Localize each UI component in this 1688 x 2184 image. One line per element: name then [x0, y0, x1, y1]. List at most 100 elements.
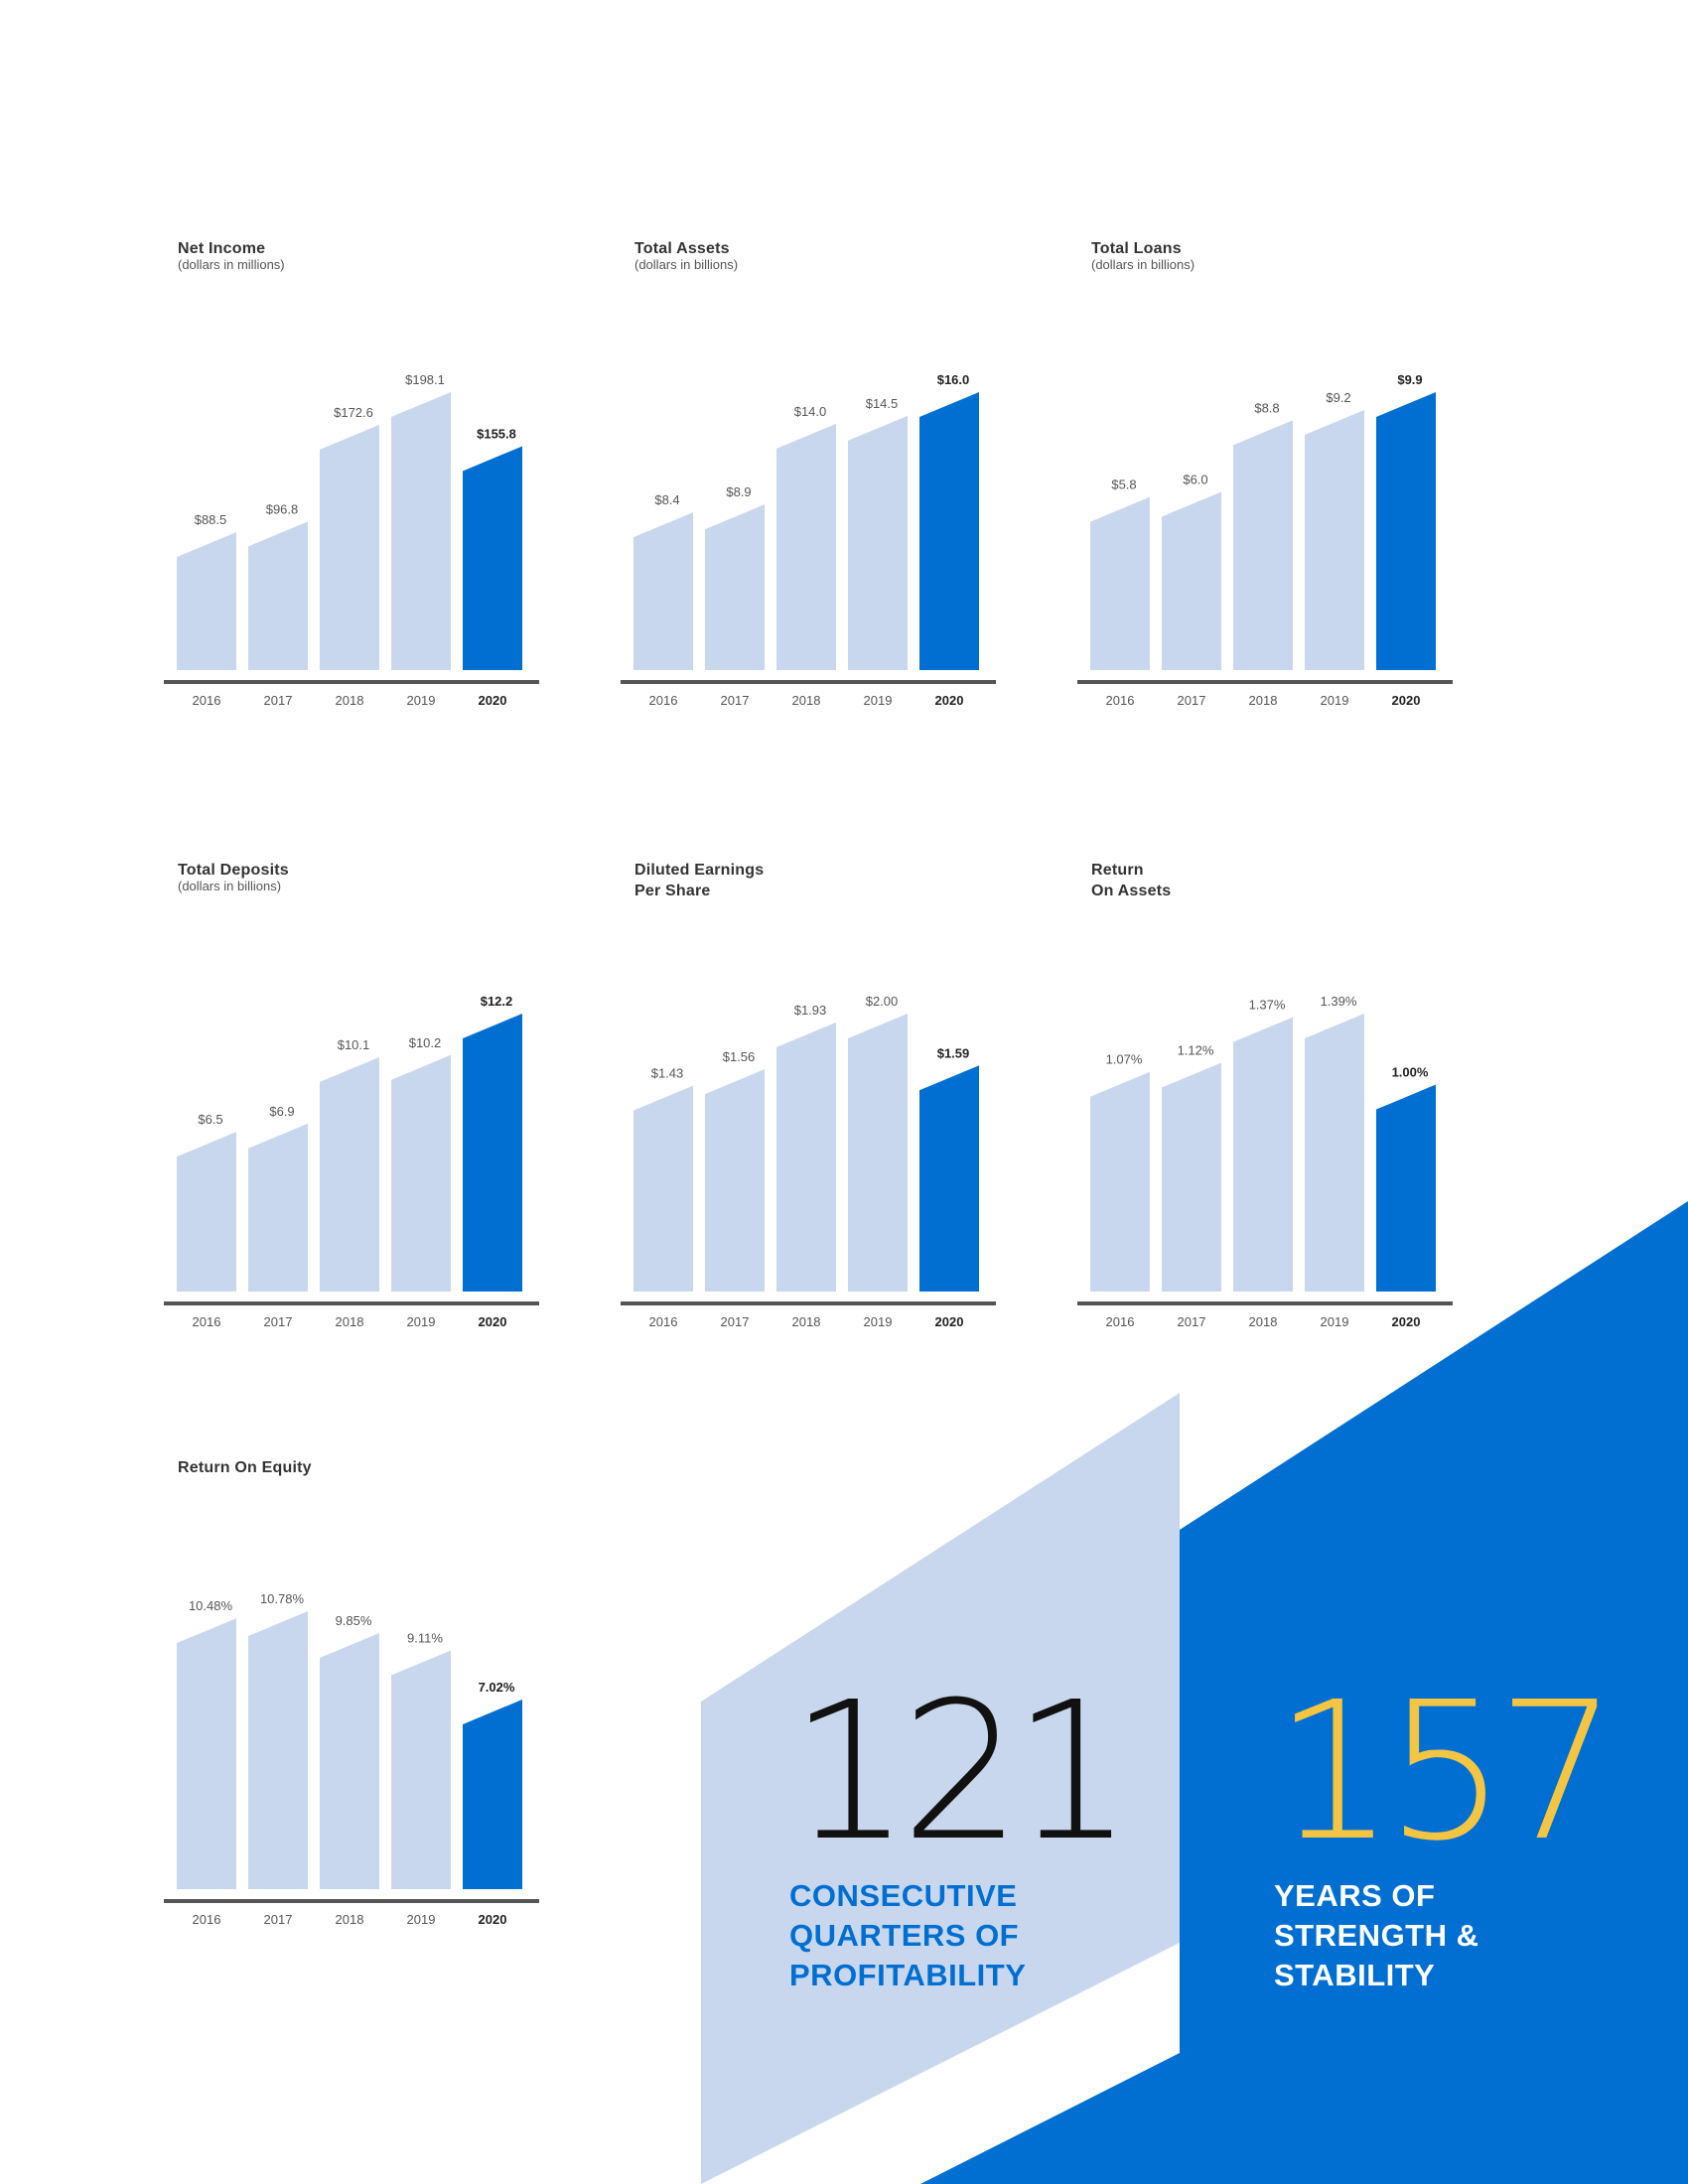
- chart-plot: $6.5 2016 $6.9 2017 $10.1 2018 $10.2 2019 $12.2 2…: [164, 994, 539, 1329]
- tick-label-2019: 2019: [1321, 693, 1349, 708]
- bar-2017: [248, 1123, 308, 1292]
- data-label-2018: $172.6: [334, 405, 373, 420]
- data-label-2016: 10.48%: [189, 1598, 233, 1613]
- bar-2018: [320, 424, 379, 670]
- tick-label-2019: 2019: [407, 1314, 436, 1329]
- data-label-2018: $8.8: [1254, 400, 1279, 415]
- chart-title: Total Assets: [634, 240, 730, 257]
- data-label-2019: $9.2: [1326, 390, 1350, 405]
- bar-2020: [919, 1065, 979, 1292]
- tick-label-2017: 2017: [1178, 693, 1206, 708]
- light-blue-band: [701, 1393, 1180, 2184]
- chart-title: Total Deposits: [178, 862, 289, 879]
- bar-2017: [1162, 491, 1221, 670]
- chart-subtitle: (dollars in billions): [1091, 257, 1196, 272]
- data-label-2019: $10.2: [409, 1035, 442, 1050]
- tick-label-2020: 2020: [935, 1314, 964, 1329]
- chart-plot: $5.8 2016 $6.0 2017 $8.8 2018 $9.2 2019 $9.9 2020: [1077, 372, 1453, 708]
- tick-label-2016: 2016: [193, 693, 221, 708]
- chart-title: Return On Equity: [178, 1459, 312, 1476]
- data-label-2019: $198.1: [405, 372, 445, 387]
- tick-label-2020: 2020: [479, 693, 507, 708]
- tick-label-2017: 2017: [264, 1912, 293, 1927]
- data-label-2016: $88.5: [195, 512, 227, 527]
- data-label-2017: $1.56: [723, 1049, 756, 1064]
- data-label-2017: $6.9: [269, 1104, 294, 1119]
- chart-return-on-assets: Return On Assets 1.07% 2016 1.12% 2017 1.37%…: [1077, 860, 1475, 1416]
- tick-label-2018: 2018: [1249, 693, 1278, 708]
- tick-label-2020: 2020: [479, 1314, 507, 1329]
- tick-label-2019: 2019: [407, 693, 436, 708]
- chart-total-loans: Total Loans (dollars in billions) $5.8 20…: [1077, 238, 1475, 794]
- bar-2017: [248, 1611, 308, 1889]
- bar-2018: [320, 1632, 379, 1889]
- bar-2019: [848, 1014, 908, 1292]
- bar-2017: [248, 521, 308, 670]
- bar-2016: [1090, 1071, 1150, 1292]
- data-label-2020: 7.02%: [479, 1680, 515, 1695]
- chart-return-on-equity: Return On Equity 10.48% 2016 10.78% 2017 9.8…: [164, 1457, 561, 2013]
- tick-label-2016: 2016: [649, 693, 678, 708]
- chart-diluted-eps: Diluted Earnings Per Share $1.43 2016 $1.5…: [621, 860, 1018, 1416]
- tick-label-2018: 2018: [1249, 1314, 1278, 1329]
- bar-2018: [1233, 420, 1293, 670]
- data-label-2017: $8.9: [726, 484, 751, 499]
- data-label-2020: $1.59: [937, 1045, 970, 1060]
- data-label-2019: 9.11%: [407, 1631, 443, 1646]
- tick-label-2019: 2019: [407, 1912, 436, 1927]
- bar-2016: [177, 1618, 236, 1889]
- chart-plot: 1.07% 2016 1.12% 2017 1.37% 2018 1.39% 2019 1.00…: [1077, 994, 1453, 1329]
- tick-label-2017: 2017: [721, 693, 750, 708]
- data-label-2017: $96.8: [266, 501, 299, 516]
- bar-2019: [1305, 1014, 1364, 1292]
- tick-label-2017: 2017: [264, 693, 293, 708]
- bar-2020: [919, 392, 979, 670]
- data-label-2016: $6.5: [198, 1112, 222, 1127]
- chart-title: Total Loans: [1091, 240, 1182, 257]
- tick-label-2017: 2017: [264, 1314, 293, 1329]
- stat-number: 121: [789, 1662, 1133, 1883]
- chart-subtitle: (dollars in millions): [178, 257, 285, 272]
- chart-title: Return On Assets: [1091, 862, 1172, 899]
- tick-label-2019: 2019: [864, 1314, 893, 1329]
- data-label-2018: 1.37%: [1249, 998, 1286, 1013]
- data-label-2020: $12.2: [481, 994, 513, 1009]
- bar-2016: [1090, 496, 1150, 670]
- bar-2020: [1376, 1084, 1436, 1292]
- bar-2016: [633, 512, 693, 670]
- tick-label-2016: 2016: [193, 1912, 221, 1927]
- chart-plot: $1.43 2016 $1.56 2017 $1.93 2018 $2.00 2019 $1.5…: [621, 994, 996, 1329]
- tick-label-2020: 2020: [935, 693, 964, 708]
- tick-label-2018: 2018: [336, 693, 364, 708]
- stat-number: 157: [1274, 1662, 1618, 1883]
- tick-label-2018: 2018: [336, 1912, 364, 1927]
- tick-label-2016: 2016: [649, 1314, 678, 1329]
- bar-2017: [1162, 1062, 1221, 1292]
- tick-label-2018: 2018: [792, 1314, 821, 1329]
- tick-label-2019: 2019: [1321, 1314, 1349, 1329]
- chart-plot: $8.4 2016 $8.9 2017 $14.0 2018 $14.5 2019 $16.0 2…: [621, 372, 996, 708]
- bar-2017: [705, 504, 765, 670]
- data-label-2019: $2.00: [866, 994, 899, 1009]
- bar-2020: [463, 446, 522, 670]
- bar-2018: [1233, 1017, 1293, 1292]
- bar-2020: [463, 1699, 522, 1889]
- bar-2019: [848, 415, 908, 670]
- chart-total-assets: Total Assets (dollars in billions) $8.4 2…: [621, 238, 1018, 794]
- bar-2017: [705, 1069, 765, 1292]
- data-label-2018: $10.1: [338, 1037, 370, 1052]
- data-label-2017: 10.78%: [260, 1591, 305, 1606]
- tick-label-2016: 2016: [193, 1314, 221, 1329]
- tick-label-2020: 2020: [1392, 693, 1421, 708]
- data-label-2020: $16.0: [937, 372, 970, 387]
- tick-label-2020: 2020: [479, 1912, 507, 1927]
- bar-2020: [463, 1014, 522, 1292]
- bar-2020: [1376, 392, 1436, 670]
- data-label-2016: 1.07%: [1106, 1052, 1143, 1067]
- data-label-2016: $8.4: [654, 492, 679, 507]
- data-label-2016: $5.8: [1111, 478, 1136, 492]
- tick-label-2018: 2018: [336, 1314, 364, 1329]
- tick-label-2019: 2019: [864, 693, 893, 708]
- bar-2016: [633, 1085, 693, 1292]
